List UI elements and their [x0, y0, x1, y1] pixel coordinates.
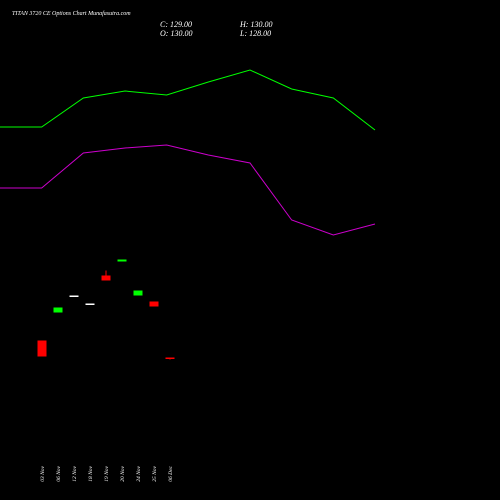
x-tick-label: 24 Nov	[135, 465, 142, 481]
x-tick-label: 18 Nov	[88, 465, 94, 481]
candle-body	[37, 340, 47, 357]
indicator-line	[0, 69, 376, 131]
x-tick-label: 06 Nov	[56, 465, 62, 481]
x-tick-label: 20 Nov	[120, 465, 126, 481]
candle-body	[149, 301, 159, 307]
x-tick-label: 03 Nov	[40, 465, 46, 481]
candle-body	[117, 259, 127, 262]
low-label: L: 128.00	[239, 29, 271, 38]
x-tick-label: 06 Dec	[168, 465, 174, 481]
candle-body	[101, 275, 111, 281]
candle-body	[69, 295, 79, 297]
indicator-line	[0, 144, 376, 236]
candle-body	[53, 307, 63, 313]
chart-title: TITAN 3720 CE Options Chart Munafasutra.…	[12, 10, 131, 17]
candle-body	[165, 357, 175, 359]
high-label: H: 130.00	[239, 20, 272, 29]
x-tick-label: 25 Nov	[152, 465, 158, 481]
candle-body	[133, 290, 143, 296]
x-tick-label: 12 Nov	[72, 465, 78, 481]
open-label: O: 130.00	[160, 29, 192, 38]
candle-body	[85, 303, 95, 305]
close-label: C: 129.00	[160, 20, 192, 29]
x-tick-label: 19 Nov	[104, 465, 110, 481]
